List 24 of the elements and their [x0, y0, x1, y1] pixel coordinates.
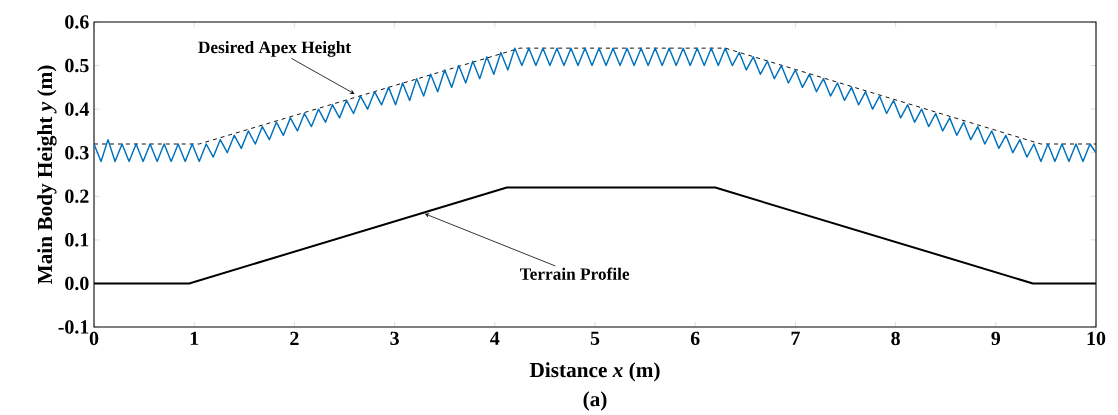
x-tick-label: 6 [690, 331, 700, 346]
y-axis-title: Main Body Heighty (m) [37, 65, 57, 284]
y-tick-label: 0.0 [65, 276, 89, 291]
x-tick-label: 2 [290, 331, 299, 345]
x-tick-label: 7 [791, 331, 800, 345]
y-tick-label: 0.3 [65, 145, 89, 160]
annotation: Terrain Profile [520, 267, 630, 280]
x-tick-label: 9 [991, 331, 1001, 346]
x-axis-title: Distance x (m) [529, 362, 660, 382]
annotation: Desired Apex Height [198, 40, 352, 57]
y-tick-label: 0.5 [65, 58, 89, 73]
y-tick-label: 0.2 [65, 189, 89, 204]
x-tick-label: 0 [89, 331, 99, 346]
text: (a) [583, 391, 607, 411]
y-tick-label: -0.1 [58, 320, 89, 334]
x-tick-label: 3 [390, 331, 399, 346]
y-tick-label: 0.4 [65, 102, 89, 116]
x-tick-label: 4 [490, 331, 500, 345]
x-tick-label: 10 [1087, 331, 1106, 346]
x-tick-label: 8 [891, 331, 900, 346]
x-tick-label: 5 [590, 331, 600, 345]
y-tick-label: 0.1 [65, 233, 89, 247]
y-tick-label: 0.6 [65, 15, 89, 29]
x-tick-label: 1 [190, 331, 199, 345]
